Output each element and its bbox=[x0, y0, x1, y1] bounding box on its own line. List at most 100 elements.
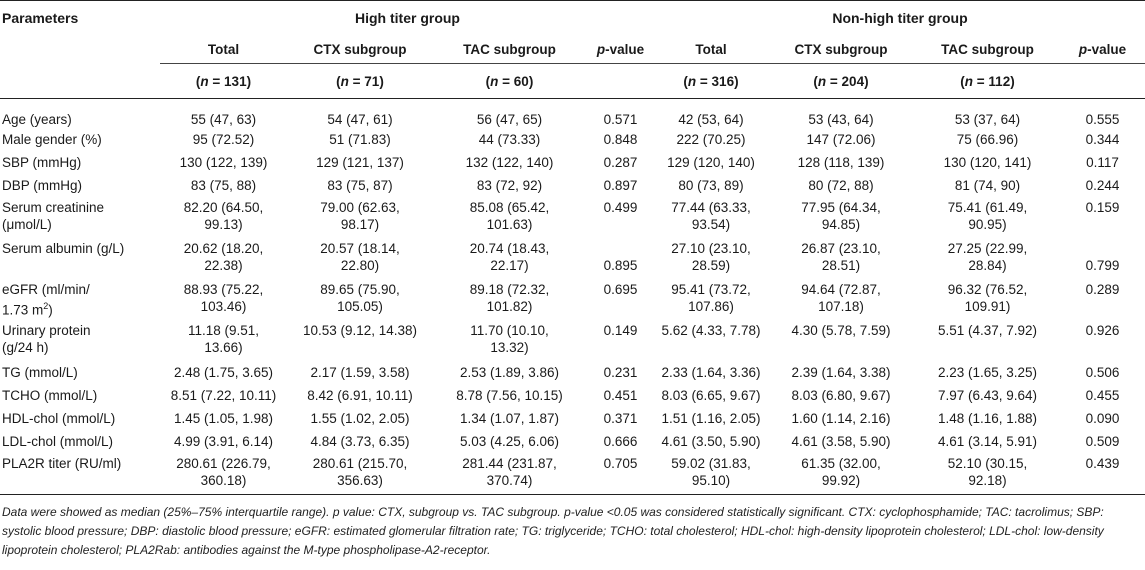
p-value-cell: 0.571 bbox=[603, 112, 638, 127]
nonhigh-total-header: Total bbox=[655, 35, 767, 64]
value-cell: 1.60 (1.14, 2.16) bbox=[791, 411, 891, 426]
value-cell: 4.61 (3.58, 5.90) bbox=[791, 434, 891, 449]
value-cell: 132 (122, 140) bbox=[465, 155, 554, 170]
value-cell: 81 (74, 90) bbox=[954, 178, 1021, 193]
table-row: SBP (mmHg) 130 (122, 139) 129 (121, 137) 13… bbox=[0, 151, 1145, 174]
row-parameter-name: LDL-chol (mmol/L) bbox=[2, 434, 114, 449]
value-cell: 83 (72, 92) bbox=[476, 178, 543, 193]
value-cell: 61.35 (32.00, 99.92) bbox=[767, 453, 915, 495]
value-cell: 52.10 (30.15, 92.18) bbox=[915, 453, 1060, 495]
table-row: DBP (mmHg) 83 (75, 88) 83 (75, 87) 83 (72, … bbox=[0, 174, 1145, 197]
value-cell: 95 (72.52) bbox=[192, 132, 255, 147]
value-cell: 5.62 (4.33, 7.78) bbox=[661, 323, 761, 338]
p-value-cell: 0.287 bbox=[603, 155, 638, 170]
value-cell: 89.18 (72.32, 101.82) bbox=[469, 282, 550, 314]
value-cell: 4.84 (3.73, 6.35) bbox=[310, 434, 410, 449]
row-parameter-name: SBP (mmHg) bbox=[2, 155, 82, 170]
value-cell: 8.42 (6.91, 10.11) bbox=[307, 388, 413, 403]
value-cell: 56 (47, 65) bbox=[476, 112, 543, 127]
value-cell: 27.25 (22.99, 28.84) bbox=[947, 241, 1028, 273]
value-cell: 1.34 (1.07, 1.87) bbox=[459, 411, 560, 426]
value-cell: 280.61 (226.79, 360.18) bbox=[160, 453, 287, 495]
value-cell: 82.20 (64.50, 99.13) bbox=[183, 200, 264, 232]
row-parameter-name: TCHO (mmol/L) bbox=[2, 388, 98, 403]
table-row: HDL-chol (mmol/L) 1.45 (1.05, 1.98) 1.55 (… bbox=[0, 407, 1145, 430]
p-value-cell: 0.509 bbox=[1085, 434, 1120, 449]
nonhigh-ctx-header: CTX subgroup bbox=[767, 35, 915, 64]
parameters-header: Parameters bbox=[0, 0, 160, 35]
p-value-cell: 0.231 bbox=[603, 365, 638, 380]
n-nonhigh-total: (n = 316) bbox=[655, 63, 767, 99]
p-value-cell: 0.149 bbox=[603, 323, 638, 338]
p-value-cell: 0.799 bbox=[1085, 258, 1120, 273]
high-tac-header: TAC subgroup bbox=[433, 35, 586, 64]
value-cell: 2.23 (1.65, 3.25) bbox=[937, 365, 1038, 380]
row-parameter-name: Urinary protein (g/24 h) bbox=[2, 323, 91, 355]
row-parameter-name: Serum creatinine (μmol/L) bbox=[2, 200, 105, 232]
value-cell: 83 (75, 88) bbox=[190, 178, 257, 193]
value-cell: 44 (73.33) bbox=[478, 132, 541, 147]
high-total-header: Total bbox=[160, 35, 287, 64]
value-cell: 11.70 (10.10, 13.32) bbox=[470, 323, 549, 355]
table-row: eGFR (ml/min/1.73 m2) 88.93 (75.22, 103.46… bbox=[0, 279, 1145, 320]
value-cell: 280.61 (215.70, 356.63) bbox=[287, 453, 433, 495]
value-cell: 83 (75, 87) bbox=[327, 178, 393, 193]
value-cell: 59.02 (31.83, 95.10) bbox=[655, 453, 767, 495]
n-high-total: (n = 131) bbox=[160, 63, 287, 99]
value-cell: 130 (122, 139) bbox=[179, 155, 268, 170]
value-cell: 89.65 (75.90, 105.05) bbox=[320, 282, 400, 314]
p-value-cell: 0.897 bbox=[603, 178, 638, 193]
value-cell: 2.53 (1.89, 3.86) bbox=[459, 365, 560, 380]
value-cell: 1.55 (1.02, 2.05) bbox=[310, 411, 410, 426]
value-cell: 8.78 (7.56, 10.15) bbox=[456, 388, 563, 403]
p-value-cell: 0.244 bbox=[1085, 178, 1120, 193]
table-row: Serum creatinine (μmol/L) 82.20 (64.50, 99.… bbox=[0, 197, 1145, 238]
value-cell: 80 (73, 89) bbox=[678, 178, 744, 193]
value-cell: 53 (37, 64) bbox=[954, 112, 1021, 127]
value-cell: 8.03 (6.80, 9.67) bbox=[791, 388, 891, 403]
value-cell: 130 (120, 141) bbox=[943, 155, 1032, 170]
value-cell: 8.03 (6.65, 9.67) bbox=[661, 388, 761, 403]
high-pvalue-header: p-value bbox=[586, 35, 655, 64]
value-cell: 7.97 (6.43, 9.64) bbox=[937, 388, 1038, 403]
row-parameter-name: eGFR (ml/min/1.73 m2) bbox=[2, 282, 90, 318]
value-cell: 96.32 (76.52, 109.91) bbox=[947, 282, 1028, 314]
p-value-cell: 0.344 bbox=[1085, 132, 1120, 147]
table-row: Urinary protein (g/24 h) 11.18 (9.51, 13.66… bbox=[0, 320, 1145, 361]
value-cell: 4.61 (3.50, 5.90) bbox=[661, 434, 761, 449]
value-cell: 80 (72, 88) bbox=[808, 178, 874, 193]
value-cell: 10.53 (9.12, 14.38) bbox=[302, 323, 418, 338]
p-value-cell: 0.451 bbox=[603, 388, 638, 403]
p-value-cell: 0.848 bbox=[603, 132, 638, 147]
value-cell: 20.74 (18.43, 22.17) bbox=[469, 241, 550, 273]
p-value-cell: 0.371 bbox=[603, 411, 638, 426]
value-cell: 129 (121, 137) bbox=[316, 155, 404, 170]
row-parameter-name: PLA2R titer (RU/ml) bbox=[0, 453, 160, 495]
p-value-cell: 0.506 bbox=[1085, 365, 1120, 380]
value-cell: 2.48 (1.75, 3.65) bbox=[173, 365, 274, 380]
value-cell: 1.51 (1.16, 2.05) bbox=[661, 411, 761, 426]
value-cell: 95.41 (73.72, 107.86) bbox=[671, 282, 751, 314]
p-value-cell: 0.117 bbox=[1086, 155, 1119, 170]
high-ctx-header: CTX subgroup bbox=[287, 35, 433, 64]
row-parameter-name: HDL-chol (mmol/L) bbox=[2, 411, 116, 426]
value-cell: 128 (118, 139) bbox=[797, 155, 885, 170]
row-parameter-name: Serum albumin (g/L) bbox=[2, 241, 125, 256]
value-cell: 75 (66.96) bbox=[956, 132, 1019, 147]
table-row: TG (mmol/L) 2.48 (1.75, 3.65) 2.17 (1.59, … bbox=[0, 361, 1145, 384]
high-titer-group-header: High titer group bbox=[160, 0, 655, 35]
table-row: Age (years) 55 (47, 63) 54 (47, 61) 56 (47,… bbox=[0, 99, 1145, 129]
value-cell: 4.30 (5.78, 7.59) bbox=[791, 323, 891, 338]
value-cell: 54 (47, 61) bbox=[327, 112, 393, 127]
p-value-cell: 0.926 bbox=[1085, 323, 1120, 338]
value-cell: 8.51 (7.22, 10.11) bbox=[170, 388, 277, 403]
table-row: Serum albumin (g/L) 20.62 (18.20, 22.38) 20… bbox=[0, 238, 1145, 279]
row-parameter-name: DBP (mmHg) bbox=[2, 178, 83, 193]
row-parameter-name: Male gender (%) bbox=[2, 132, 102, 147]
value-cell: 222 (70.25) bbox=[676, 132, 746, 147]
p-value-cell: 0.455 bbox=[1085, 388, 1120, 403]
value-cell: 5.51 (4.37, 7.92) bbox=[937, 323, 1038, 338]
p-value-cell: 0.555 bbox=[1085, 112, 1120, 127]
row-parameter-name: TG (mmol/L) bbox=[2, 365, 78, 380]
